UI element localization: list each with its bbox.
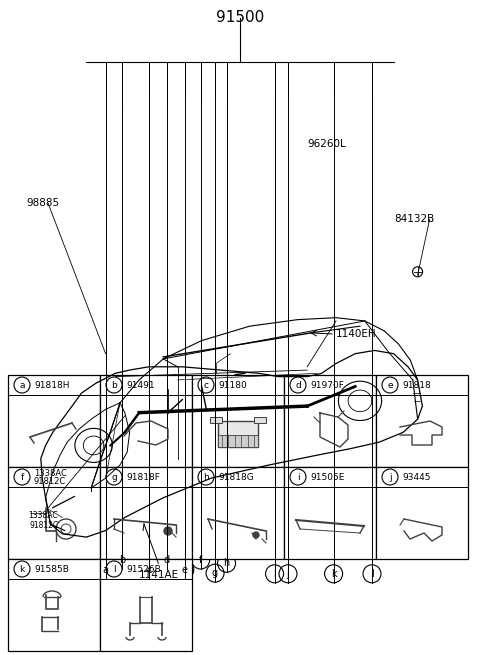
Text: 84132B: 84132B	[394, 214, 434, 225]
Text: 91812C: 91812C	[30, 521, 59, 530]
Text: 91818F: 91818F	[126, 472, 160, 481]
Text: 91505E: 91505E	[310, 472, 344, 481]
Text: a: a	[19, 381, 25, 390]
Text: h: h	[203, 472, 209, 481]
Text: 91818H: 91818H	[34, 381, 70, 390]
Bar	[100, 559, 192, 651]
Bar	[192, 467, 284, 559]
Text: d: d	[295, 381, 301, 390]
Text: g: g	[212, 568, 218, 578]
Text: 91500: 91500	[216, 10, 264, 26]
Text: 1140EH: 1140EH	[336, 329, 377, 339]
Text: c: c	[146, 565, 152, 575]
Bar	[376, 467, 468, 559]
Bar	[100, 467, 192, 559]
Text: l: l	[113, 565, 115, 574]
Circle shape	[304, 403, 310, 409]
Text: f: f	[199, 555, 203, 565]
Text: e: e	[182, 565, 188, 575]
Text: 91526B: 91526B	[126, 565, 161, 574]
Text: 91585B: 91585B	[34, 565, 69, 574]
Circle shape	[164, 527, 172, 535]
Text: 1141AE: 1141AE	[138, 570, 179, 580]
Text: 1338AC: 1338AC	[28, 511, 58, 520]
Bar	[100, 375, 192, 467]
Text: 93445: 93445	[402, 472, 431, 481]
Bar	[284, 467, 376, 559]
Bar	[210, 417, 222, 423]
Bar	[218, 421, 258, 447]
Text: 91491: 91491	[126, 381, 155, 390]
Text: b: b	[119, 555, 126, 565]
Text: 98885: 98885	[26, 198, 60, 208]
Text: 1338AC: 1338AC	[34, 468, 67, 477]
Text: k: k	[19, 565, 24, 574]
Text: d: d	[164, 555, 170, 565]
Text: i: i	[273, 569, 276, 579]
Text: f: f	[20, 472, 24, 481]
Bar	[8, 467, 100, 559]
Text: l: l	[371, 569, 373, 579]
Text: b: b	[111, 381, 117, 390]
Circle shape	[165, 409, 171, 416]
Bar	[254, 417, 266, 423]
Text: g: g	[111, 472, 117, 481]
Text: k: k	[331, 569, 336, 579]
Circle shape	[253, 532, 259, 538]
Text: a: a	[103, 565, 108, 575]
Text: 91818G: 91818G	[218, 472, 254, 481]
Circle shape	[136, 409, 142, 416]
Text: i: i	[297, 472, 300, 481]
Text: 96260L: 96260L	[307, 139, 346, 149]
Bar	[8, 559, 100, 651]
Bar	[376, 375, 468, 467]
Text: j: j	[287, 569, 289, 579]
Bar	[218, 435, 258, 447]
Text: h: h	[223, 558, 230, 569]
Bar	[192, 375, 284, 467]
Text: 91180: 91180	[218, 381, 247, 390]
Text: e: e	[387, 381, 393, 390]
Text: 91818: 91818	[402, 381, 431, 390]
Text: j: j	[389, 472, 391, 481]
Text: 91970F: 91970F	[310, 381, 344, 390]
Text: 91812C: 91812C	[34, 476, 66, 485]
Bar	[284, 375, 376, 467]
Bar	[8, 375, 100, 467]
Text: c: c	[204, 381, 208, 390]
